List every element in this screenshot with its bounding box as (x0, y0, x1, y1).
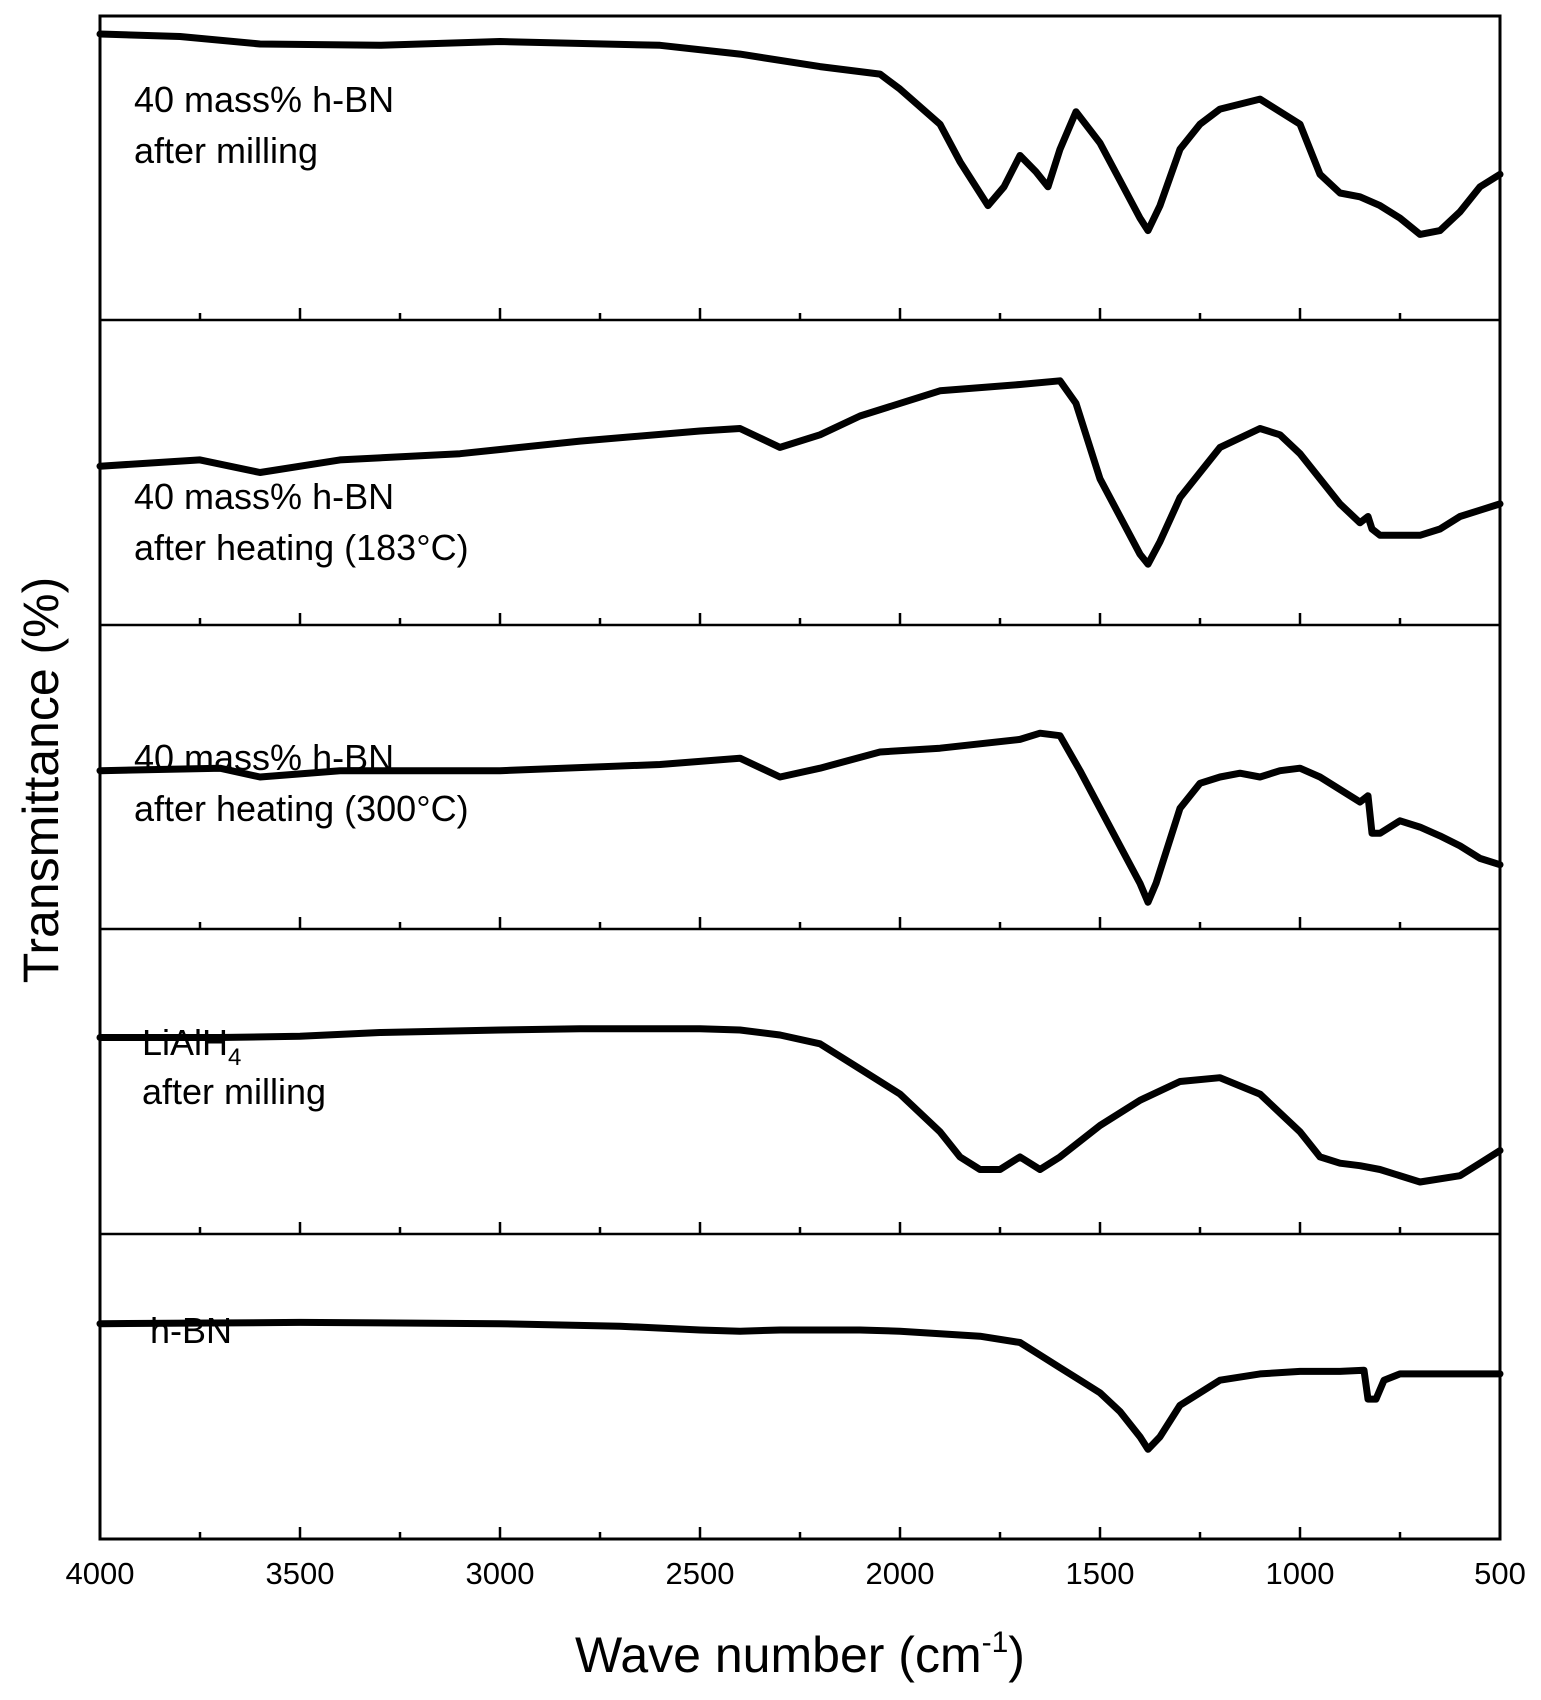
x-tick-label: 4000 (66, 1556, 135, 1591)
spectrum-line-1 (96, 30, 1504, 238)
spectrum-line-4 (96, 1025, 1504, 1186)
panel-label-4-line-1: LiAlH4 (142, 1022, 241, 1071)
x-axis-title-main: Wave number (cm (575, 1627, 982, 1683)
x-tick-label: 500 (1474, 1556, 1526, 1591)
panel-label-2-line-1: 40 mass% h-BN (134, 476, 394, 517)
x-axis-title: Wave number (cm-1) (575, 1626, 1025, 1683)
panel-label-1-line-1: 40 mass% h-BN (134, 79, 394, 120)
y-axis-title: Transmittance (%) (13, 577, 69, 984)
x-tick-label: 3500 (266, 1556, 335, 1591)
spectrum-line-5 (96, 1318, 1504, 1453)
spectra-group (96, 30, 1504, 1453)
tick-label-group: 4000 3500 3000 2500 2000 1500 1000 500 (66, 1556, 1526, 1591)
panel-label-4-main: LiAlH (142, 1022, 228, 1063)
x-tick-label: 2000 (866, 1556, 935, 1591)
panel-label-2-line-2: after heating (183°C) (134, 527, 469, 568)
x-tick-label: 3000 (466, 1556, 535, 1591)
panel-label-1-line-2: after milling (134, 130, 318, 171)
tick-group (98, 308, 1502, 1539)
spectrum-line-3 (96, 729, 1504, 906)
x-tick-label: 1500 (1066, 1556, 1135, 1591)
x-tick-label: 2500 (666, 1556, 735, 1591)
panel-label-3-line-2: after heating (300°C) (134, 788, 469, 829)
x-axis-title-close: ) (1008, 1627, 1025, 1683)
x-axis-title-superscript: -1 (982, 1626, 1009, 1659)
panel-label-5-line-1: h-BN (150, 1310, 232, 1351)
spectrum-line-2 (96, 377, 1504, 568)
panel-label-4-subscript: 4 (228, 1044, 241, 1071)
panel-label-3-line-1: 40 mass% h-BN (134, 737, 394, 778)
panel-label-4-line-2: after milling (142, 1071, 326, 1112)
x-tick-label: 1000 (1266, 1556, 1335, 1591)
